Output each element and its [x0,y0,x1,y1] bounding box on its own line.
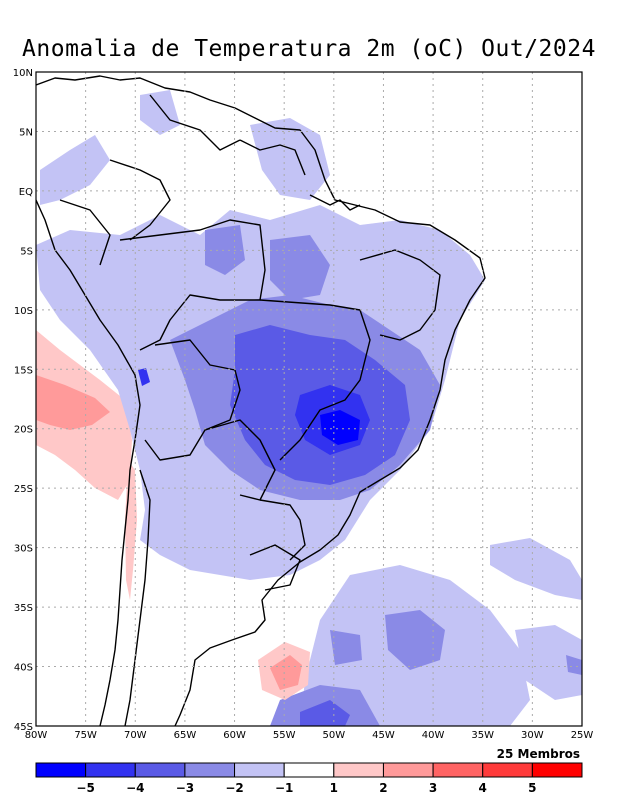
colorbar-swatch [184,762,236,778]
longitude-label: 50W [323,730,346,741]
cold-anomaly-andes-dot [138,368,150,386]
graticule [36,72,582,726]
colorbar-swatch [382,762,434,778]
longitude-label: 65W [174,730,197,741]
border-peru-ecuador [59,199,111,266]
cold-anomaly-north-coast [40,135,110,205]
latitude-label: EQ [19,187,33,198]
latitude-label: 5S [20,246,33,257]
cold-anomaly-south-atlantic-2 [385,610,445,670]
colorbar-tick-label: −4 [126,781,144,795]
cold-anomaly-south-atlantic-3 [330,630,362,665]
latitude-labels: 10N 5N EQ 5S 10S 15S 20S 25S 30S 35S 40S 45S [13,68,33,733]
longitude-label: 25W [571,730,594,741]
map-frame [35,71,583,727]
colorbar-swatch [234,762,285,778]
border-bolivia [144,339,241,461]
longitude-labels: 80W 75W 70W 65W 60W 55W 50W 45W 40W 35W 30W 25W [25,730,594,741]
border-argentina-brazil [259,499,306,561]
cold-anomaly-far-east [515,625,582,700]
longitude-label: 80W [25,730,48,741]
colorbar-tick-label: 5 [528,781,536,795]
longitude-label: 75W [74,730,97,741]
south-america-coastline [36,75,486,726]
longitude-label: 70W [124,730,147,741]
latitude-label: 20S [14,425,33,436]
colorbar-swatch [35,762,87,778]
latitude-label: 35S [14,603,33,614]
colorbar-tick-label: 2 [379,781,387,795]
cold-anomaly-south-atlantic-5 [300,700,350,726]
map-title: Anomalia de Temperatura 2m (oC) Out/2024 [22,36,596,62]
latitude-label: 25S [14,484,33,495]
longitude-label: 60W [223,730,246,741]
colorbar-swatch [85,762,136,778]
cold-anomaly-far-east-2 [566,655,582,675]
colorbar-tick-label: −3 [176,781,194,795]
longitude-label: 45W [372,730,395,741]
colorbar-swatch [531,762,583,778]
border-uruguay [249,544,301,591]
border-guianas [239,139,306,176]
colorbar-tick-label: 4 [479,781,487,795]
cold-anomaly-2b [270,235,330,300]
longitude-label: 55W [273,730,296,741]
colorbar-swatch [333,762,384,778]
cold-anomaly-east-atlantic [490,538,582,600]
colorbar-tick-label: 3 [429,781,437,795]
colorbar-tick-label: −5 [76,781,94,795]
border-chile-argentina [124,469,151,726]
cold-anomaly-guianas [250,118,330,200]
latitude-label: 5N [19,127,33,138]
pacific-coastline [36,199,141,726]
colorbar-swatch [283,762,335,778]
colorbar-tick-label: −1 [275,781,293,795]
colorbar-tick-label: 1 [330,781,338,795]
warm-anomaly-pacific-core [36,375,110,430]
colorbar-swatch [482,762,533,778]
ensemble-note: 25 Membros [497,747,580,761]
latitude-label: 40S [14,663,33,674]
latitude-label: 15S [14,365,33,376]
colorbar-tick-labels: −5 −4 −3 −2 −1 1 2 3 4 5 [76,781,536,795]
coastlines-and-borders [36,75,486,726]
warm-anomaly-south-atlantic-core [270,655,302,690]
longitude-label: 40W [422,730,445,741]
cold-anomaly-2c [205,225,245,275]
border-northeast-states [359,249,441,341]
amazon-delta [309,194,361,211]
anomaly-shading [36,90,582,726]
cold-anomaly-venezuela [140,90,180,135]
colorbar-swatch [432,762,484,778]
longitude-label: 35W [471,730,494,741]
latitude-label: 30S [14,544,33,555]
latitude-label: 10N [13,68,33,79]
border-brazil-west [119,219,266,351]
latitude-label: 45S [14,722,33,733]
border-venezuela [149,94,241,151]
colorbar [35,762,583,778]
latitude-label: 10S [14,306,33,317]
colorbar-tick-label: −2 [225,781,243,795]
border-brazil-states [259,299,371,461]
cold-anomaly-5 [320,410,360,445]
colorbar-swatch [134,762,186,778]
longitude-label: 30W [521,730,544,741]
